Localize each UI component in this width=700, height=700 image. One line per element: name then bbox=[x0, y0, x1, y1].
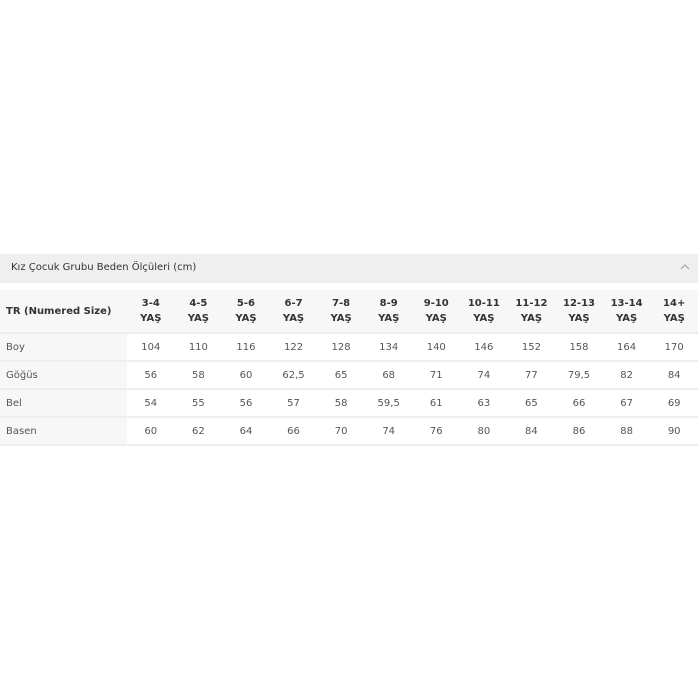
table-cell: 62 bbox=[174, 417, 223, 446]
column-unit: YAŞ bbox=[520, 313, 543, 324]
table-cell: 140 bbox=[412, 333, 461, 362]
table-cell: 134 bbox=[364, 333, 413, 362]
column-range: 7-8 bbox=[332, 298, 351, 309]
table-cell: 67 bbox=[602, 389, 651, 418]
table-cell: 54 bbox=[127, 389, 175, 418]
table-cell: 164 bbox=[602, 333, 651, 362]
table-row: Basen 60 62 64 66 70 74 76 80 84 86 88 90 bbox=[0, 417, 698, 446]
table-cell: 90 bbox=[650, 417, 698, 446]
column-header: 7-8 YAŞ bbox=[317, 290, 365, 334]
table-cell: 60 bbox=[127, 417, 175, 446]
column-header: 13-14 YAŞ bbox=[602, 290, 651, 334]
table-cell: 170 bbox=[650, 333, 698, 362]
column-unit: YAŞ bbox=[615, 313, 638, 324]
table-cell: 88 bbox=[602, 417, 651, 446]
column-unit: YAŞ bbox=[473, 313, 495, 324]
table-cell: 66 bbox=[269, 417, 318, 446]
column-unit: YAŞ bbox=[187, 313, 209, 324]
table-cell: 146 bbox=[460, 333, 508, 362]
column-unit: YAŞ bbox=[140, 313, 162, 324]
column-range: 5-6 bbox=[236, 298, 255, 309]
table-cell: 110 bbox=[174, 333, 223, 362]
chevron-up-icon[interactable] bbox=[679, 261, 691, 273]
table-cell: 65 bbox=[507, 389, 556, 418]
column-range: 14+ bbox=[663, 298, 686, 309]
column-unit: YAŞ bbox=[568, 313, 590, 324]
row-label: Göğüs bbox=[0, 361, 127, 390]
row-label: Boy bbox=[0, 333, 127, 362]
column-unit: YAŞ bbox=[663, 313, 685, 324]
table-cell: 76 bbox=[412, 417, 461, 446]
accordion-title: Kız Çocuk Grubu Beden Ölçüleri (cm) bbox=[11, 262, 197, 273]
table-cell: 62,5 bbox=[269, 361, 318, 390]
table-cell: 74 bbox=[364, 417, 413, 446]
column-unit: YAŞ bbox=[235, 313, 257, 324]
column-unit: YAŞ bbox=[282, 313, 305, 324]
column-unit: YAŞ bbox=[378, 313, 400, 324]
table-cell: 68 bbox=[364, 361, 413, 390]
table-cell: 77 bbox=[507, 361, 556, 390]
table-cell: 70 bbox=[317, 417, 365, 446]
table-cell: 128 bbox=[317, 333, 365, 362]
table-cell: 57 bbox=[269, 389, 318, 418]
table-cell: 152 bbox=[507, 333, 556, 362]
table-cell: 79,5 bbox=[555, 361, 603, 390]
column-header: 14+ YAŞ bbox=[650, 290, 698, 334]
table-cell: 60 bbox=[222, 361, 270, 390]
column-header: 4-5 YAŞ bbox=[174, 290, 223, 334]
row-label: Basen bbox=[0, 417, 127, 446]
table-cell: 58 bbox=[317, 389, 365, 418]
column-header: 5-6 YAŞ bbox=[222, 290, 270, 334]
table-row: Boy 104 110 116 122 128 134 140 146 152 158 164 170 bbox=[0, 333, 698, 362]
size-chart-accordion-header[interactable]: Kız Çocuk Grubu Beden Ölçüleri (cm) bbox=[0, 254, 698, 283]
table-cell: 104 bbox=[127, 333, 175, 362]
column-range: 8-9 bbox=[379, 298, 398, 309]
table-cell: 86 bbox=[555, 417, 603, 446]
row-label: Bel bbox=[0, 389, 127, 418]
table-cell: 56 bbox=[222, 389, 270, 418]
table-cell: 64 bbox=[222, 417, 270, 446]
table-header-row: TR (Numered Size) 3-4 YAŞ 4-5 YAŞ 5-6 YAŞ 6-7 Y… bbox=[0, 290, 698, 334]
column-range: 3-4 bbox=[141, 298, 160, 309]
column-header: 8-9 YAŞ bbox=[364, 290, 413, 334]
table-cell: 74 bbox=[460, 361, 508, 390]
column-range: 10-11 bbox=[467, 298, 500, 309]
table-cell: 58 bbox=[174, 361, 223, 390]
table-row: Bel 54 55 56 57 58 59,5 61 63 65 66 67 69 bbox=[0, 389, 698, 418]
table-cell: 61 bbox=[412, 389, 461, 418]
table-cell: 63 bbox=[460, 389, 508, 418]
table-cell: 84 bbox=[650, 361, 698, 390]
table-cell: 84 bbox=[507, 417, 556, 446]
table-cell: 80 bbox=[460, 417, 508, 446]
table-cell: 122 bbox=[269, 333, 318, 362]
column-range: 6-7 bbox=[284, 298, 303, 309]
table-cell: 71 bbox=[412, 361, 461, 390]
table-row: Göğüs 56 58 60 62,5 65 68 71 74 77 79,5 82 84 bbox=[0, 361, 698, 390]
table-cell: 65 bbox=[317, 361, 365, 390]
column-header: 10-11 YAŞ bbox=[460, 290, 508, 334]
column-header: 9-10 YAŞ bbox=[412, 290, 461, 334]
column-range: 13-14 bbox=[610, 298, 643, 309]
table-cell: 56 bbox=[127, 361, 175, 390]
column-range: 12-13 bbox=[563, 298, 595, 309]
column-range: 11-12 bbox=[515, 298, 548, 309]
column-header: 3-4 YAŞ bbox=[127, 290, 175, 334]
table-cell: 66 bbox=[555, 389, 603, 418]
column-range: 9-10 bbox=[423, 298, 449, 309]
table-cell: 82 bbox=[602, 361, 651, 390]
column-header: 12-13 YAŞ bbox=[555, 290, 603, 334]
column-header: 11-12 YAŞ bbox=[507, 290, 556, 334]
table-cell: 158 bbox=[555, 333, 603, 362]
table-cell: 116 bbox=[222, 333, 270, 362]
column-range: 4-5 bbox=[189, 298, 208, 309]
column-header: 6-7 YAŞ bbox=[269, 290, 318, 334]
column-unit: YAŞ bbox=[425, 313, 447, 324]
table-cell: 55 bbox=[174, 389, 223, 418]
table-cell: 59,5 bbox=[364, 389, 413, 418]
column-unit: YAŞ bbox=[330, 313, 352, 324]
size-table: TR (Numered Size) 3-4 YAŞ 4-5 YAŞ 5-6 YAŞ 6-7 Y… bbox=[0, 290, 698, 446]
table-cell: 69 bbox=[650, 389, 698, 418]
corner-header: TR (Numered Size) bbox=[0, 290, 127, 334]
